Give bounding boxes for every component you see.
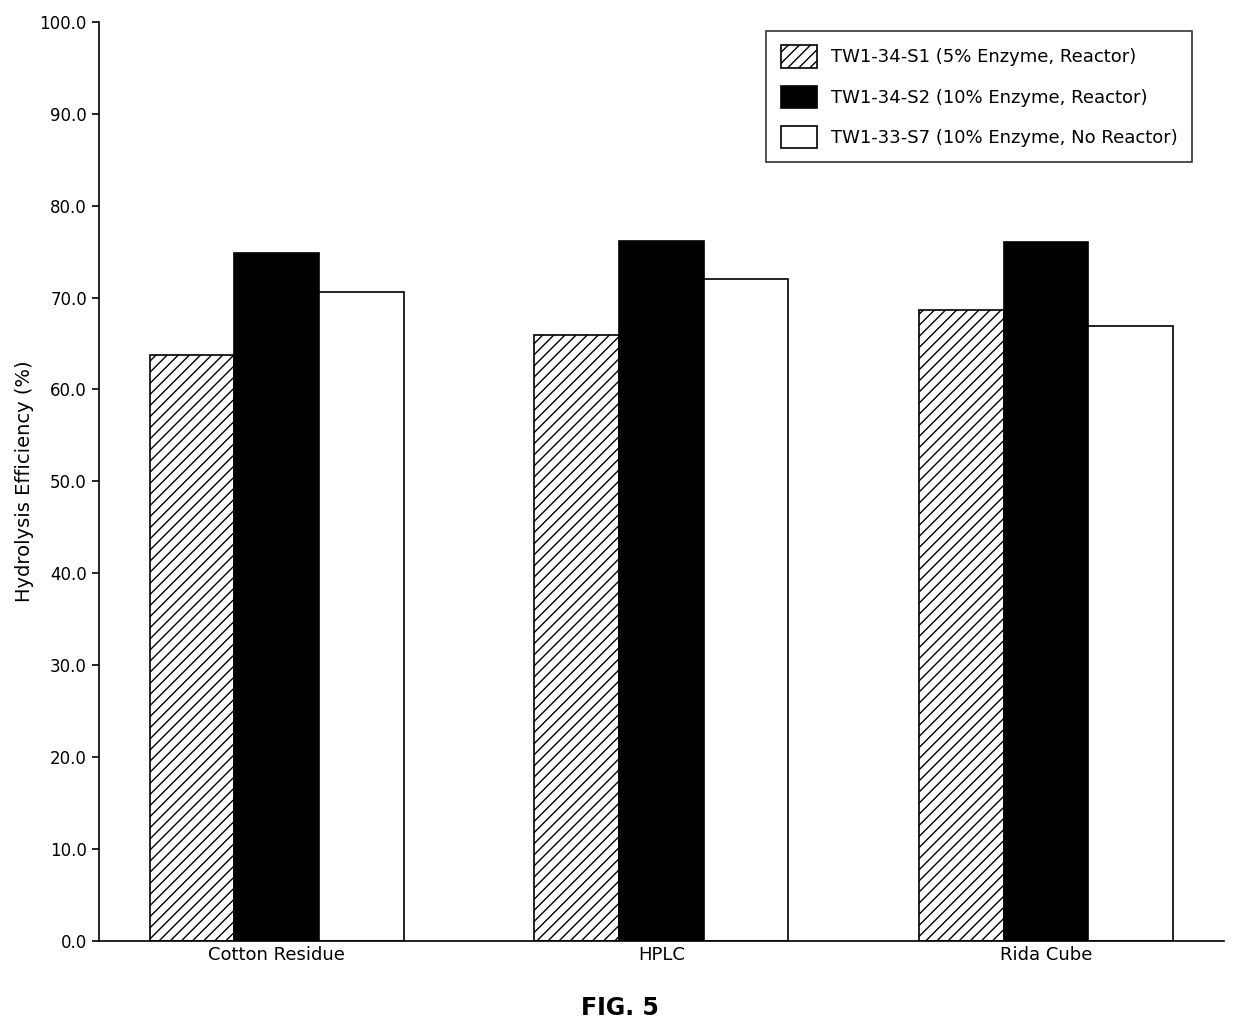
Bar — [704, 279, 788, 940]
Bar — [620, 241, 704, 940]
Bar — [1088, 327, 1173, 940]
Bar — [234, 252, 320, 940]
Legend: TW1-34-S1 (5% Enzyme, Reactor), TW1-34-S2 (10% Enzyme, Reactor), TW1-33-S7 (10% : TW1-34-S1 (5% Enzyme, Reactor), TW1-34-S… — [766, 31, 1192, 162]
Bar — [919, 310, 1004, 940]
Bar — [1004, 242, 1088, 940]
Y-axis label: Hydrolysis Efficiency (%): Hydrolysis Efficiency (%) — [15, 360, 33, 603]
Bar — [320, 293, 404, 940]
Text: FIG. 5: FIG. 5 — [581, 996, 658, 1020]
Bar — [150, 354, 234, 940]
Bar — [534, 335, 620, 940]
